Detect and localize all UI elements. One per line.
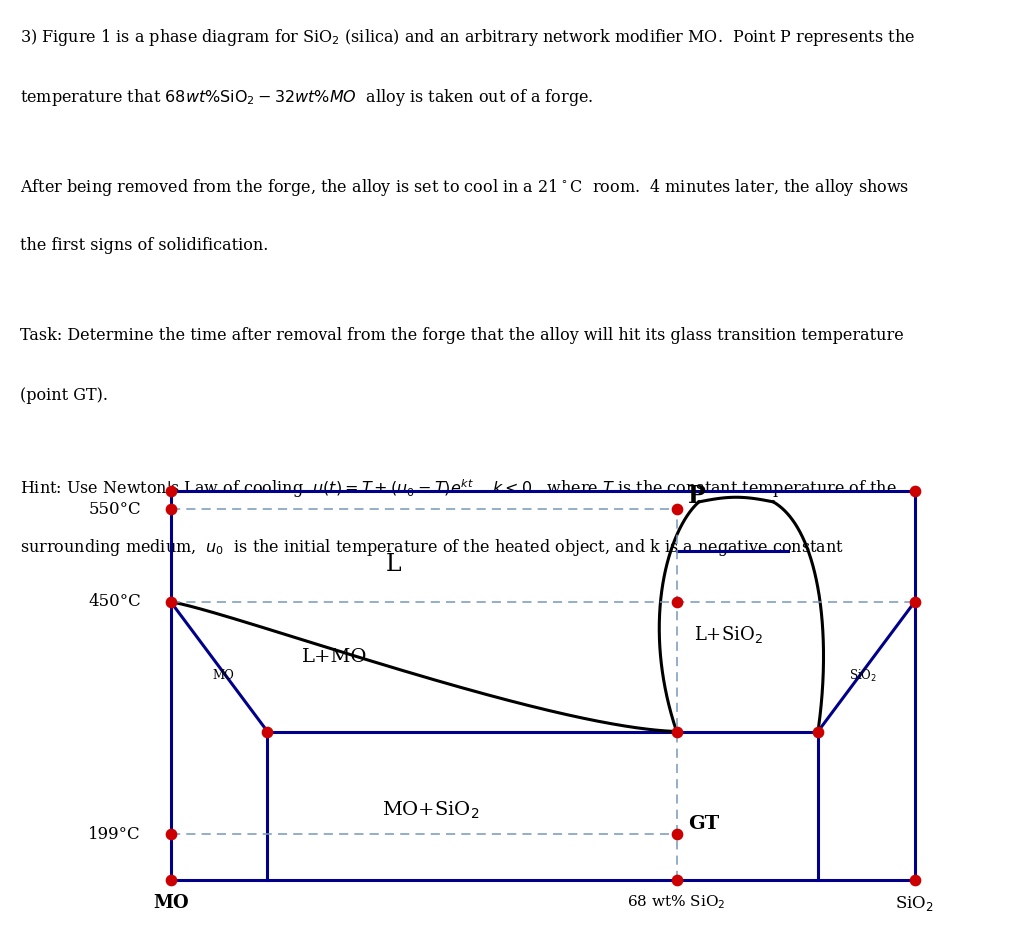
Text: MO: MO — [212, 669, 233, 682]
Text: the first signs of solidification.: the first signs of solidification. — [20, 237, 269, 255]
Point — [669, 827, 685, 842]
Text: After being removed from the forge, the alloy is set to cool in a 21$^\circ$C  r: After being removed from the forge, the … — [20, 178, 909, 198]
Point — [669, 594, 685, 609]
Text: 68 wt% SiO$_2$: 68 wt% SiO$_2$ — [628, 894, 726, 911]
Point — [669, 724, 685, 739]
Point — [906, 594, 923, 609]
Text: L+SiO$_2$: L+SiO$_2$ — [694, 624, 763, 644]
Text: Task: Determine the time after removal from the forge that the alloy will hit it: Task: Determine the time after removal f… — [20, 328, 904, 344]
Text: L: L — [386, 554, 401, 576]
Text: 450°C: 450°C — [88, 594, 141, 610]
Point — [810, 724, 826, 739]
Point — [259, 724, 275, 739]
Text: (point GT).: (point GT). — [20, 387, 109, 405]
Text: SiO$_2$: SiO$_2$ — [849, 668, 877, 684]
Point — [163, 872, 179, 887]
Text: P: P — [688, 484, 706, 508]
Text: 550°C: 550°C — [88, 501, 141, 518]
Point — [669, 872, 685, 887]
Text: Hint: Use Newton's Law of cooling  $u(t) = T + (u_0 - T)e^{kt}$    $k < 0$   whe: Hint: Use Newton's Law of cooling $u(t) … — [20, 478, 897, 500]
Point — [906, 872, 923, 887]
Text: MO: MO — [153, 894, 188, 911]
Text: MO+SiO$_2$: MO+SiO$_2$ — [383, 799, 480, 821]
Text: SiO$_2$: SiO$_2$ — [895, 894, 934, 913]
Point — [906, 483, 923, 498]
Text: GT: GT — [688, 816, 719, 833]
Text: surrounding medium,  $u_0$  is the initial temperature of the heated object, and: surrounding medium, $u_0$ is the initial… — [20, 537, 845, 558]
Point — [669, 502, 685, 517]
Point — [163, 827, 179, 842]
Text: temperature that $68wt\%\mathrm{SiO_2} - 32wt\%MO$  alloy is taken out of a forg: temperature that $68wt\%\mathrm{SiO_2} -… — [20, 87, 594, 108]
Point — [163, 502, 179, 517]
Text: 199°C: 199°C — [88, 826, 141, 843]
Text: 3) Figure 1 is a phase diagram for SiO$_2$ (silica) and an arbitrary network mod: 3) Figure 1 is a phase diagram for SiO$_… — [20, 28, 915, 48]
Text: L+MO: L+MO — [302, 648, 368, 667]
Point — [163, 483, 179, 498]
Point — [163, 594, 179, 609]
